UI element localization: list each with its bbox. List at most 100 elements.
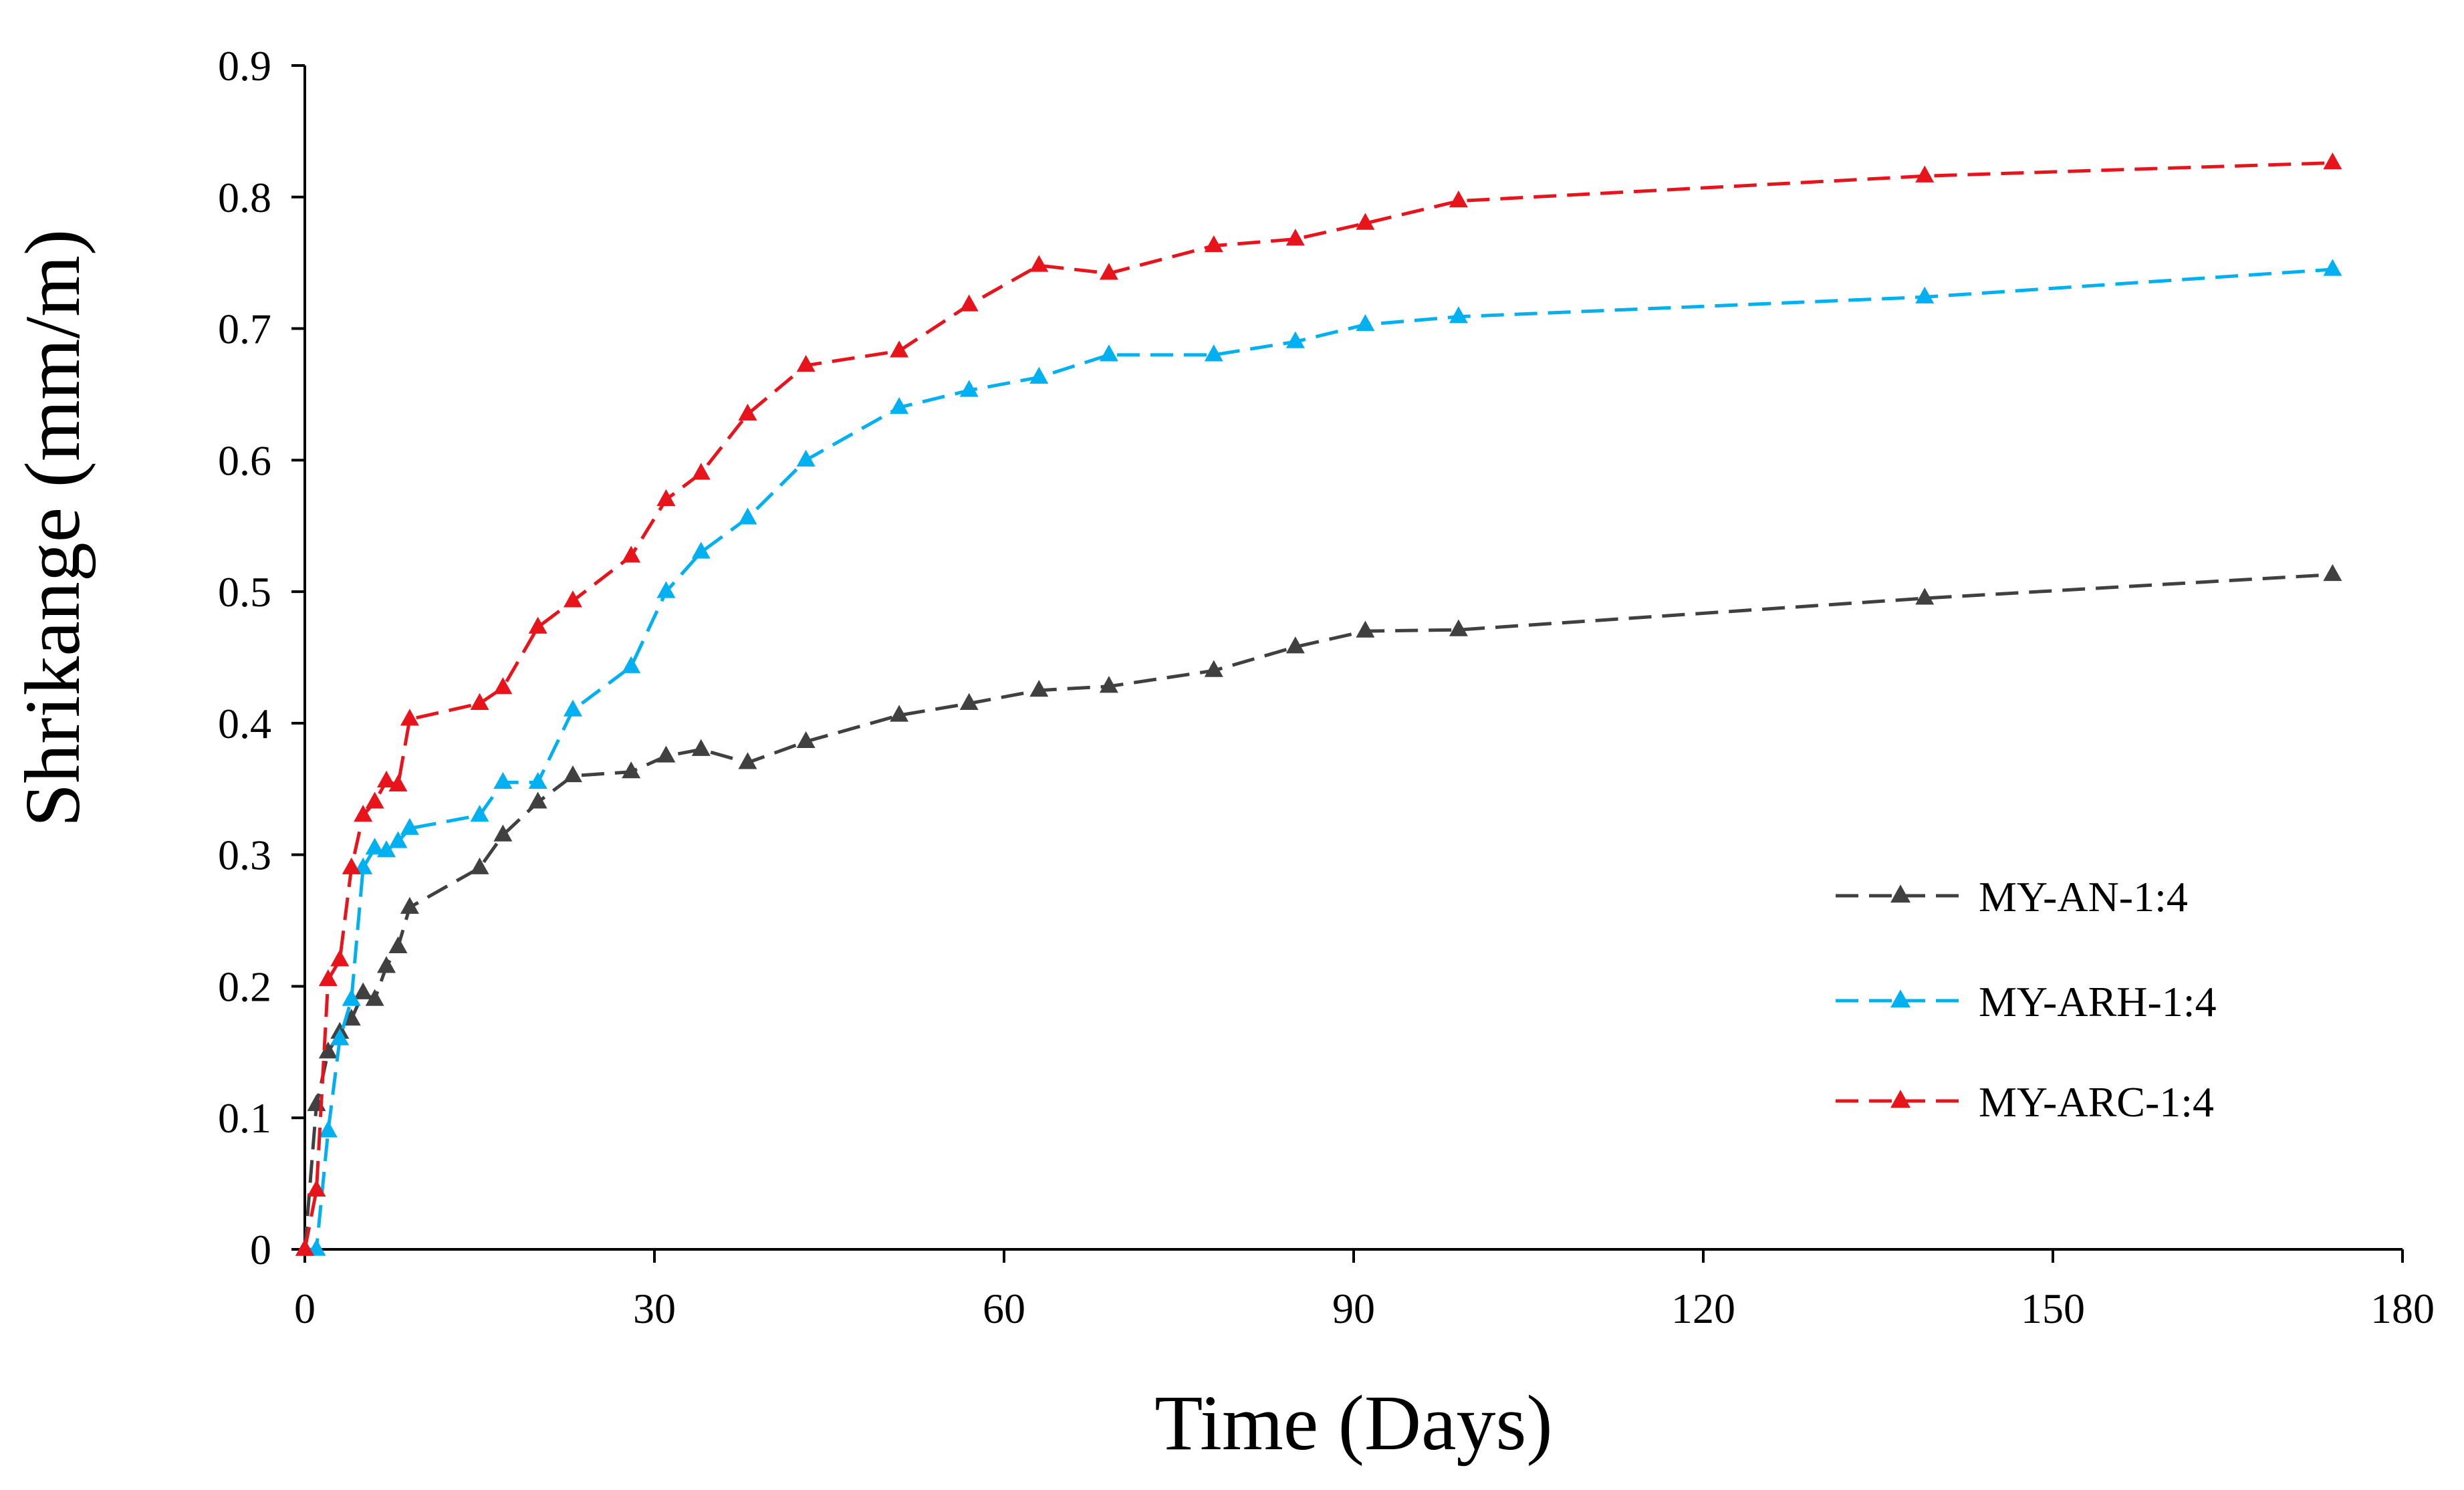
data-point	[796, 449, 816, 467]
legend-item: MY-AN-1:4	[1836, 873, 2188, 920]
data-point	[563, 765, 582, 783]
data-point	[1449, 306, 1468, 324]
legend-item: MY-ARC-1:4	[1836, 1078, 2214, 1126]
data-point	[470, 857, 489, 874]
x-tick-label: 90	[1332, 1285, 1375, 1332]
data-point	[330, 1028, 350, 1045]
data-point	[493, 677, 513, 695]
data-point	[1285, 229, 1305, 246]
data-point	[959, 693, 979, 710]
y-tick-label: 0.2	[218, 963, 271, 1010]
y-tick-label: 0.4	[218, 700, 271, 747]
data-point	[622, 761, 641, 779]
data-point	[1204, 235, 1223, 253]
data-point	[1356, 213, 1375, 230]
data-point	[656, 489, 676, 506]
data-point	[1029, 366, 1049, 384]
data-point	[295, 1239, 314, 1256]
data-point	[400, 818, 419, 835]
data-point	[738, 507, 757, 525]
legend-label: MY-AN-1:4	[1979, 873, 2188, 920]
x-axis-ticks: 0 30 60 90 120 150 180	[294, 1249, 2435, 1332]
data-point	[365, 838, 384, 855]
series-layer	[295, 152, 2342, 1256]
series-line	[305, 267, 2333, 1251]
data-point	[959, 380, 979, 397]
data-point	[388, 774, 408, 791]
data-point	[959, 294, 979, 312]
data-point	[1204, 660, 1223, 677]
x-tick-label: 0	[294, 1285, 316, 1332]
data-point	[365, 791, 384, 809]
data-point	[493, 771, 513, 789]
data-point	[1356, 314, 1375, 332]
data-point	[1099, 676, 1118, 693]
data-point	[1029, 255, 1049, 272]
data-point	[622, 545, 641, 563]
data-point	[528, 771, 547, 789]
data-point	[2323, 259, 2342, 276]
data-point	[563, 699, 582, 717]
data-point	[400, 709, 419, 726]
data-point	[2323, 152, 2342, 170]
y-tick-label: 0.8	[218, 174, 271, 221]
data-point	[796, 355, 816, 372]
data-point	[342, 857, 361, 874]
x-tick-label: 150	[2021, 1285, 2085, 1332]
data-point	[691, 541, 711, 559]
data-point	[1915, 588, 1935, 605]
y-axis-title: Shrikange (mm/m)	[9, 229, 96, 828]
data-point	[354, 982, 373, 999]
data-point	[1099, 344, 1118, 362]
legend-label: MY-ARH-1:4	[1979, 978, 2217, 1025]
data-point	[1285, 636, 1305, 654]
data-point	[528, 616, 547, 634]
legend: MY-AN-1:4 MY-ARH-1:4 MY-ARC-1:4	[1836, 873, 2217, 1126]
y-tick-label: 0.5	[218, 568, 271, 616]
data-point	[1449, 191, 1468, 208]
data-point	[365, 989, 384, 1006]
y-tick-label: 0	[250, 1226, 271, 1273]
data-point	[691, 463, 711, 480]
data-point	[656, 581, 676, 598]
legend-label: MY-ARC-1:4	[1979, 1078, 2214, 1126]
data-point	[738, 403, 757, 421]
y-tick-label: 0.3	[218, 832, 271, 879]
data-point	[890, 396, 909, 414]
series-MY-ARC-1:4	[295, 152, 2342, 1256]
data-point	[470, 693, 489, 710]
data-point	[1915, 286, 1935, 303]
data-point	[400, 896, 419, 914]
data-point	[493, 824, 513, 842]
data-point	[622, 656, 641, 673]
y-tick-label: 0.1	[218, 1094, 271, 1142]
legend-marker	[1890, 884, 1911, 903]
y-tick-label: 0.6	[218, 437, 271, 484]
data-point	[377, 770, 396, 788]
data-point	[528, 791, 547, 809]
data-point	[2323, 564, 2342, 582]
x-tick-label: 30	[633, 1285, 676, 1332]
data-point	[691, 739, 711, 756]
data-point	[377, 840, 396, 858]
data-point	[563, 590, 582, 608]
y-tick-label: 0.9	[218, 42, 271, 90]
data-point	[890, 705, 909, 722]
data-point	[388, 936, 408, 953]
data-point	[1356, 620, 1375, 638]
data-point	[342, 1009, 361, 1026]
data-point	[388, 831, 408, 848]
data-point	[890, 340, 909, 358]
data-point	[318, 1120, 338, 1138]
x-axis-title: Time (Days)	[1154, 1379, 1552, 1467]
legend-item: MY-ARH-1:4	[1836, 978, 2217, 1025]
y-axis-ticks: 0 0.1 0.2 0.3 0.4 0.5 0.6 0.7 0.8 0.9	[218, 42, 305, 1273]
data-point	[738, 752, 757, 769]
legend-marker	[1890, 989, 1911, 1008]
data-point	[1915, 165, 1935, 182]
data-point	[1449, 619, 1468, 636]
data-point	[470, 805, 489, 822]
data-point	[377, 956, 396, 973]
x-tick-label: 60	[983, 1285, 1025, 1332]
